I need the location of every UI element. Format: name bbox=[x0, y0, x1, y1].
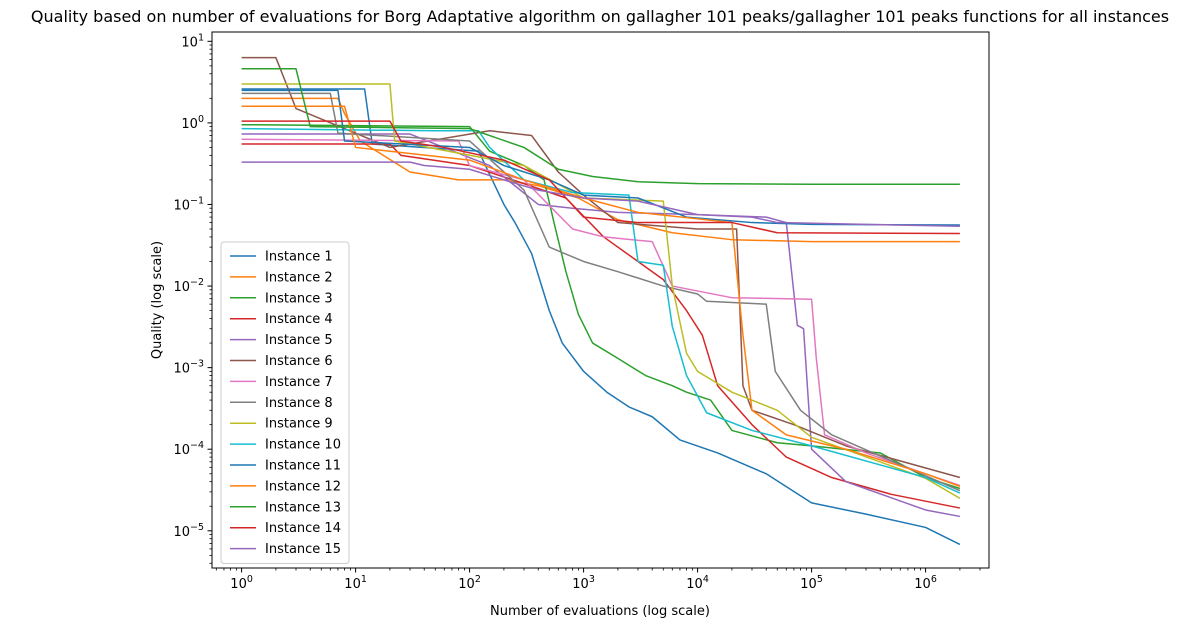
legend-label: Instance 9 bbox=[265, 417, 333, 432]
x-tick-label: 102 bbox=[458, 574, 481, 592]
series-line-instance-11 bbox=[241, 89, 960, 226]
legend-label: Instance 2 bbox=[265, 270, 333, 285]
plot-frame bbox=[211, 31, 990, 569]
series-line-instance-1 bbox=[241, 88, 961, 546]
legend-label: Instance 15 bbox=[265, 542, 341, 557]
x-tick-label: 105 bbox=[800, 574, 823, 592]
series-line-instance-13 bbox=[241, 68, 960, 185]
x-tick-label: 101 bbox=[344, 574, 367, 592]
chart-title: Quality based on number of evaluations f… bbox=[31, 7, 1169, 26]
legend-label: Instance 13 bbox=[265, 500, 341, 515]
legend-label: Instance 12 bbox=[265, 479, 341, 494]
y-tick-label: 100 bbox=[181, 114, 204, 132]
y-tick-label: 10−5 bbox=[173, 522, 204, 540]
legend-label: Instance 8 bbox=[265, 396, 333, 411]
x-tick-label: 106 bbox=[914, 574, 937, 592]
y-tick-label: 10−1 bbox=[173, 195, 204, 213]
series-line-instance-14 bbox=[241, 120, 960, 235]
series-line-instance-15 bbox=[241, 161, 960, 228]
x-tick-label: 100 bbox=[230, 574, 253, 592]
y-tick-label: 10−3 bbox=[173, 359, 204, 377]
y-axis-title: Quality (log scale) bbox=[150, 241, 165, 359]
x-tick-label: 104 bbox=[686, 574, 709, 592]
legend-label: Instance 1 bbox=[265, 250, 333, 265]
y-tick-label: 10−2 bbox=[173, 277, 204, 295]
y-tick-label: 10−4 bbox=[173, 440, 204, 458]
x-axis-title: Number of evaluations (log scale) bbox=[490, 604, 710, 619]
series-line-instance-8 bbox=[241, 92, 961, 492]
legend-label: Instance 14 bbox=[265, 521, 341, 536]
x-tick-label: 103 bbox=[572, 574, 595, 592]
y-tick-label: 101 bbox=[181, 32, 204, 50]
legend-label: Instance 5 bbox=[265, 333, 333, 348]
legend-label: Instance 4 bbox=[265, 312, 333, 327]
series-line-instance-4 bbox=[241, 143, 961, 509]
legend-label: Instance 11 bbox=[265, 459, 341, 474]
legend: Instance 1 Instance 2 Instance 3 Instance 4… bbox=[220, 241, 350, 564]
legend-label: Instance 10 bbox=[265, 438, 341, 453]
legend-label: Instance 3 bbox=[265, 291, 333, 306]
legend-label: Instance 6 bbox=[265, 354, 333, 369]
series-line-instance-10 bbox=[241, 127, 961, 494]
legend-box bbox=[220, 241, 350, 564]
series-line-instance-12 bbox=[241, 105, 961, 488]
legend-label: Instance 7 bbox=[265, 375, 333, 390]
